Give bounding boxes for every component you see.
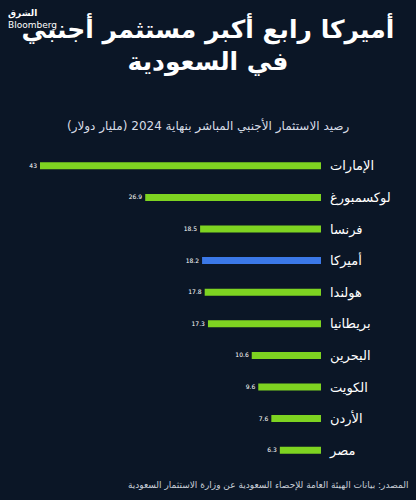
svg-text:26.9: 26.9	[129, 193, 143, 200]
svg-text:لوكسمبورغ: لوكسمبورغ	[330, 190, 391, 206]
svg-text:الشرقBloomberg: الشرقBloomberg	[8, 8, 57, 30]
svg-text:هولندا: هولندا	[330, 285, 362, 301]
svg-text:أميركا رابع أكبر مستثمر أجنبيف: أميركا رابع أكبر مستثمر أجنبيفي السعودية	[22, 13, 395, 78]
svg-text:فرنسا: فرنسا	[330, 222, 363, 238]
svg-text:الإمارات: الإمارات	[330, 158, 374, 174]
svg-text:9.6: 9.6	[246, 383, 256, 390]
svg-text:مصر: مصر	[329, 443, 355, 459]
svg-text:17.8: 17.8	[188, 288, 202, 295]
svg-text:17.3: 17.3	[192, 320, 206, 327]
svg-text:18.2: 18.2	[186, 257, 200, 264]
svg-text:البحرين: البحرين	[330, 348, 371, 364]
svg-text:الأردن: الأردن	[330, 410, 363, 427]
svg-text:المصدر: بيانات الهيئة العامة ل: المصدر: بيانات الهيئة العامة للإحصاء الس…	[128, 480, 408, 491]
svg-text:6.3: 6.3	[267, 446, 277, 453]
svg-text:7.6: 7.6	[259, 415, 269, 422]
svg-text:18.5: 18.5	[184, 225, 198, 232]
svg-text:10.6: 10.6	[235, 351, 249, 358]
svg-text:43: 43	[29, 162, 37, 169]
svg-text:رصيد الاستثمار الأجنبي المباشر: رصيد الاستثمار الأجنبي المباشر بنهاية 20…	[67, 118, 349, 134]
svg-text:بريطانيا: بريطانيا	[330, 316, 371, 332]
svg-text:الكويت: الكويت	[330, 380, 368, 396]
svg-text:أميركا: أميركا	[330, 252, 362, 269]
